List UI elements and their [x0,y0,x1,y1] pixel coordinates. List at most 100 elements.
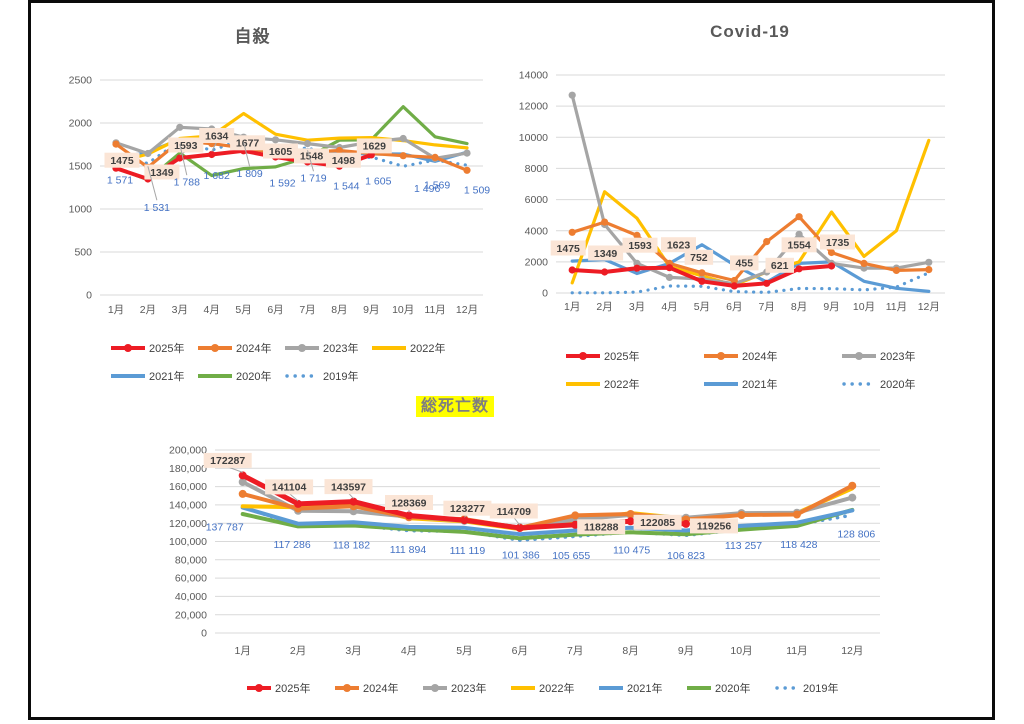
svg-text:160,000: 160,000 [169,481,207,493]
svg-text:1月: 1月 [564,301,580,313]
svg-text:0: 0 [542,288,548,300]
covid-chart-plot: 0 2000 4000 6000 8000 10000 12000 14000 1月 2月 3月 4月… [500,57,1000,330]
suicide-chart-plot: 0 500 1000 1500 2000 2500 1月 2月 3月 4月 5月 6月 7月 8月 9月 10… [55,57,520,330]
svg-text:172287: 172287 [210,455,245,467]
covid-chart-title: Covid-19 [710,22,790,41]
svg-text:1349: 1349 [150,167,174,179]
border-frame [28,0,995,720]
svg-text:1593: 1593 [174,140,198,152]
svg-text:10000: 10000 [519,132,548,144]
legend-label: 2024年 [742,351,778,363]
legend-label: 2022年 [539,683,575,695]
legend-item-2019: 2019年 [775,680,863,696]
legend-item-2021: 2021年 [599,680,687,696]
covid-chart-legend: 2025年 2024年 2023年 2022年 2021年 2020年 [566,342,980,398]
svg-text:40,000: 40,000 [175,591,207,603]
legend-item-2024: 2024年 [704,348,842,364]
svg-text:1 571: 1 571 [107,174,133,186]
legend-line-sample [704,352,738,360]
svg-text:4月: 4月 [661,301,677,313]
svg-text:118 182: 118 182 [333,539,370,551]
svg-text:106 823: 106 823 [667,550,705,562]
total-deaths-title-highlight: 総死亡数 [415,396,495,417]
total-deaths-chart: 総死亡数 0 20,000 40,000 60,000 80,000 100,000 120… [120,392,990,710]
legend-line-sample [285,344,319,352]
svg-text:12月: 12月 [456,304,478,316]
svg-text:1 719: 1 719 [300,173,326,185]
svg-text:111 119: 111 119 [450,545,486,557]
legend-line-sample [775,686,799,690]
legend-label: 2020年 [880,379,916,391]
svg-text:3月: 3月 [172,304,188,316]
svg-text:1629: 1629 [363,141,387,153]
legend-item-2023: 2023年 [285,340,372,356]
svg-text:2月: 2月 [140,304,156,316]
svg-text:128 806: 128 806 [837,529,875,541]
svg-text:6月: 6月 [512,645,528,657]
suicide-svg: 0 500 1000 1500 2000 2500 1月 2月 3月 4月 5月 6月 7月 8月 9月 10… [69,75,491,316]
svg-text:60,000: 60,000 [175,573,207,585]
svg-text:1 496: 1 496 [414,183,440,195]
svg-text:1548: 1548 [300,151,324,163]
svg-text:8月: 8月 [622,645,638,657]
svg-text:114709: 114709 [497,506,532,518]
legend-row: 2021年 2020年 2019年 [111,362,459,390]
svg-text:12月: 12月 [918,301,940,313]
legend-line-sample [566,382,600,386]
legend-item-2019: 2019年 [285,368,372,384]
svg-text:137 787: 137 787 [206,521,244,533]
svg-text:100,000: 100,000 [169,536,207,548]
svg-text:1000: 1000 [69,204,93,216]
svg-text:2000: 2000 [525,257,549,269]
svg-text:752: 752 [690,252,708,264]
legend-label: 2019年 [323,371,359,383]
legend-label: 2023年 [451,683,487,695]
svg-text:2月: 2月 [596,301,612,313]
svg-text:0: 0 [86,290,92,302]
svg-text:118 428: 118 428 [780,539,817,551]
svg-text:6000: 6000 [525,194,549,206]
legend-label: 2025年 [275,683,311,695]
legend-item-2022: 2022年 [372,340,459,356]
svg-text:8月: 8月 [791,301,807,313]
legend-item-2020: 2020年 [842,376,980,392]
legend-line-sample [704,382,738,386]
legend-line-sample [423,684,447,692]
legend-label: 2020年 [236,371,272,383]
legend-item-2025: 2025年 [111,340,198,356]
legend-line-sample [599,686,623,690]
svg-text:123277: 123277 [450,503,485,515]
svg-text:12月: 12月 [841,645,863,657]
svg-text:5月: 5月 [456,645,472,657]
legend-label: 2023年 [323,343,359,355]
legend-label: 2021年 [742,379,778,391]
legend-row: 2025年 2024年 2023年 2022年 [111,334,459,362]
svg-text:128369: 128369 [391,497,426,509]
legend-line-sample [842,352,876,360]
covid-chart: Covid-19 0 2000 4000 6000 8000 10000 12000 1400… [500,22,1000,394]
total-deaths-chart-plot: 0 20,000 40,000 60,000 80,000 100,000 120,000 1… [120,430,990,677]
total-deaths-chart-legend: 2025年 2024年 2023年 2022年 2021年 2020年 2019年 [120,676,990,700]
legend-item-2021: 2021年 [111,368,198,384]
legend-label: 2024年 [236,343,272,355]
svg-text:1 605: 1 605 [365,176,391,188]
svg-text:110 475: 110 475 [613,544,650,556]
legend-label: 2024年 [363,683,399,695]
svg-text:9月: 9月 [363,304,379,316]
legend-label: 2022年 [410,343,446,355]
svg-text:5月: 5月 [694,301,710,313]
svg-text:1月: 1月 [108,304,124,316]
svg-text:11月: 11月 [786,645,807,657]
svg-text:1623: 1623 [667,240,691,252]
legend-line-sample [111,344,145,352]
svg-text:200,000: 200,000 [169,445,207,457]
svg-text:1634: 1634 [205,130,229,142]
legend-line-sample [111,374,145,378]
svg-text:1月: 1月 [235,645,251,657]
svg-text:3月: 3月 [345,645,361,657]
svg-text:1554: 1554 [787,240,811,252]
svg-text:10月: 10月 [730,645,752,657]
svg-text:4月: 4月 [204,304,220,316]
svg-text:1 592: 1 592 [269,178,295,190]
